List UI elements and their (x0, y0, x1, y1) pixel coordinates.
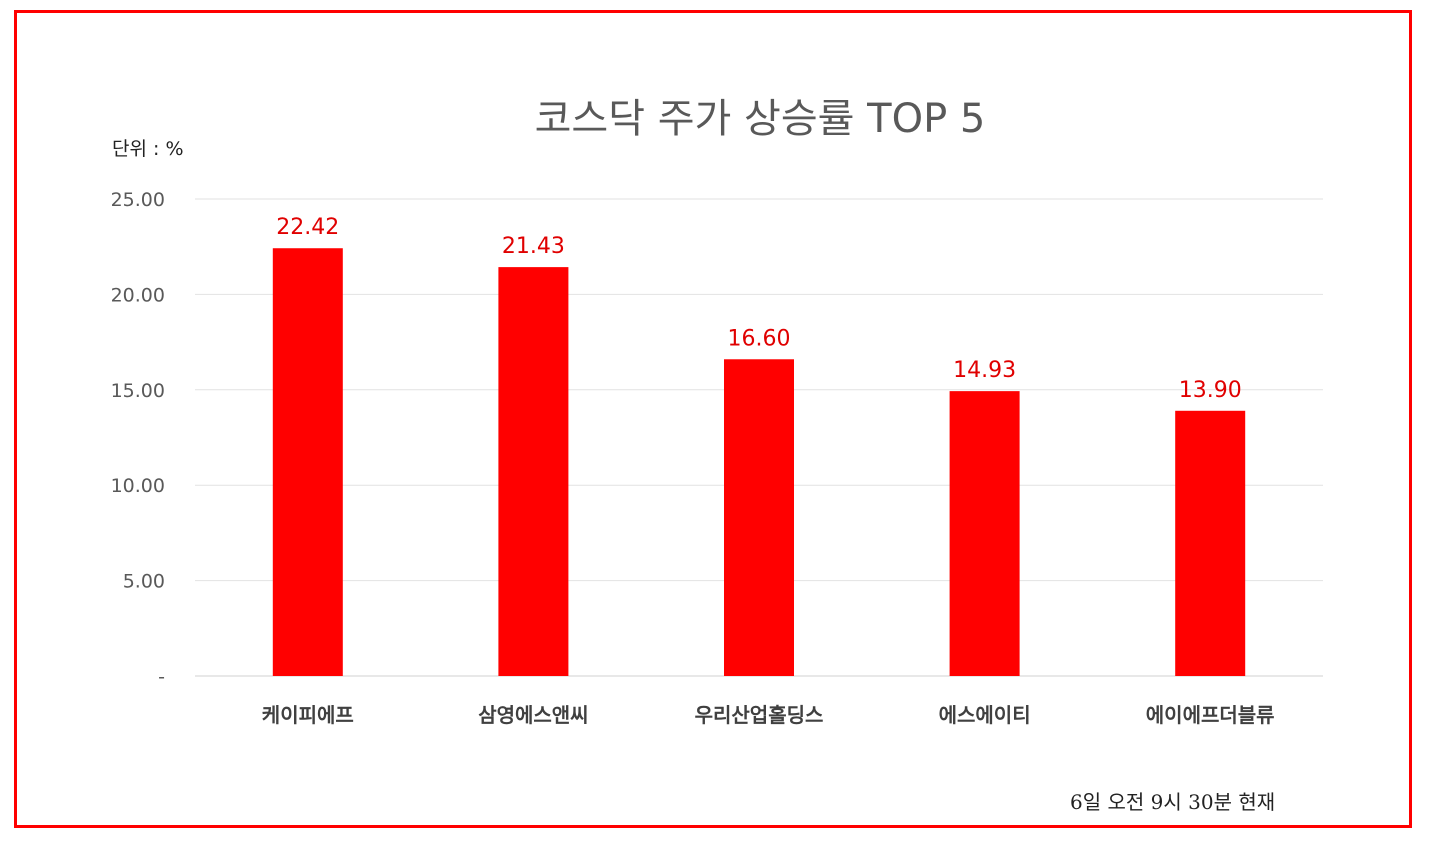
chart-frame (14, 10, 1412, 828)
category-label: 에스에이티 (939, 703, 1031, 727)
category-label: 우리산업홀딩스 (695, 703, 824, 727)
bar (272, 248, 343, 677)
data-label: 16.60 (728, 326, 791, 351)
bar (1175, 410, 1246, 676)
data-label: 13.90 (1179, 378, 1242, 403)
y-tick-label: 15.00 (111, 380, 165, 402)
bar (498, 267, 569, 676)
data-label: 14.93 (953, 358, 1016, 383)
data-label: 22.42 (276, 215, 339, 240)
timestamp-note: 6일 오전 9시 30분 현재 (1070, 790, 1276, 814)
category-label: 에이에프더블류 (1146, 703, 1275, 727)
chart-title: 코스닥 주가 상승률 TOP 5 (534, 96, 986, 142)
y-tick-label: 10.00 (111, 475, 165, 497)
y-tick-label: 5.00 (123, 571, 165, 593)
unit-label: 단위 : % (112, 138, 184, 160)
bar (724, 359, 794, 676)
y-tick-label: 25.00 (111, 189, 165, 211)
y-tick-label: - (158, 666, 165, 688)
bar (949, 391, 1020, 676)
category-label: 케이피에프 (262, 703, 354, 727)
category-label: 삼영에스앤씨 (478, 703, 588, 727)
y-tick-label: 20.00 (111, 284, 165, 306)
data-label: 21.43 (502, 234, 565, 259)
